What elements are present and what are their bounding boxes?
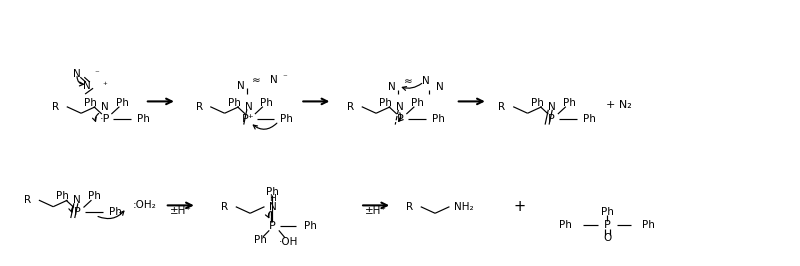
Text: Ph: Ph xyxy=(601,207,614,217)
Text: N: N xyxy=(270,75,278,85)
Text: Ph: Ph xyxy=(642,220,655,230)
Text: Ph: Ph xyxy=(559,220,572,230)
Text: Ph: Ph xyxy=(109,207,122,217)
Text: Ph: Ph xyxy=(583,114,596,123)
Text: N: N xyxy=(396,102,404,112)
Text: N: N xyxy=(74,69,81,79)
Text: Ph: Ph xyxy=(137,114,150,123)
Text: P: P xyxy=(604,220,610,230)
Text: R: R xyxy=(221,202,228,212)
Text: P: P xyxy=(548,114,555,123)
Text: H: H xyxy=(269,194,276,203)
Text: R: R xyxy=(52,102,59,112)
Text: Ph: Ph xyxy=(432,114,445,123)
Text: N: N xyxy=(237,81,245,91)
Text: N: N xyxy=(101,102,109,112)
Text: R: R xyxy=(498,102,506,112)
Text: Ph: Ph xyxy=(530,98,543,108)
Text: N: N xyxy=(422,76,430,86)
Text: ·OH: ·OH xyxy=(278,237,298,247)
Text: Ph: Ph xyxy=(228,98,241,108)
Text: ⁺: ⁺ xyxy=(102,81,107,90)
Text: Ph: Ph xyxy=(304,221,317,231)
Text: Ph: Ph xyxy=(562,98,575,108)
Text: ±H⁺: ±H⁺ xyxy=(170,206,192,216)
Text: Ph: Ph xyxy=(116,98,129,108)
Text: Ph: Ph xyxy=(84,98,97,108)
Text: Ph: Ph xyxy=(260,98,273,108)
Text: R: R xyxy=(195,102,202,112)
Text: Ph: Ph xyxy=(56,191,70,201)
Text: + N₂: + N₂ xyxy=(606,100,632,110)
Text: Ph: Ph xyxy=(88,191,101,201)
Text: N: N xyxy=(269,202,276,212)
Text: P: P xyxy=(74,207,81,217)
Text: Ph: Ph xyxy=(254,235,267,245)
Text: P⁺: P⁺ xyxy=(242,114,255,123)
Text: ·P: ·P xyxy=(100,114,110,123)
Text: Ph: Ph xyxy=(411,98,424,108)
Text: P: P xyxy=(269,221,276,231)
Text: ≈: ≈ xyxy=(403,76,412,86)
Text: Ph: Ph xyxy=(379,98,392,108)
Text: :OH₂: :OH₂ xyxy=(133,200,157,210)
Text: Ph: Ph xyxy=(266,187,279,197)
Text: N: N xyxy=(547,102,555,112)
Text: ⁻: ⁻ xyxy=(282,73,286,82)
Text: R: R xyxy=(347,102,354,112)
Text: O: O xyxy=(603,233,611,243)
Text: N: N xyxy=(83,81,90,91)
Text: N: N xyxy=(436,82,444,92)
Text: P: P xyxy=(397,114,403,123)
Text: R: R xyxy=(406,202,413,212)
Text: N: N xyxy=(74,195,81,205)
Text: Ph: Ph xyxy=(280,114,294,123)
Text: N: N xyxy=(245,102,253,112)
Text: +: + xyxy=(514,199,526,214)
Text: ±H⁺: ±H⁺ xyxy=(365,206,387,216)
Text: ≈: ≈ xyxy=(252,75,261,85)
Text: N: N xyxy=(388,82,396,92)
Text: NH₂: NH₂ xyxy=(454,202,474,212)
Text: R: R xyxy=(24,195,31,205)
Text: ⁻: ⁻ xyxy=(94,69,99,78)
